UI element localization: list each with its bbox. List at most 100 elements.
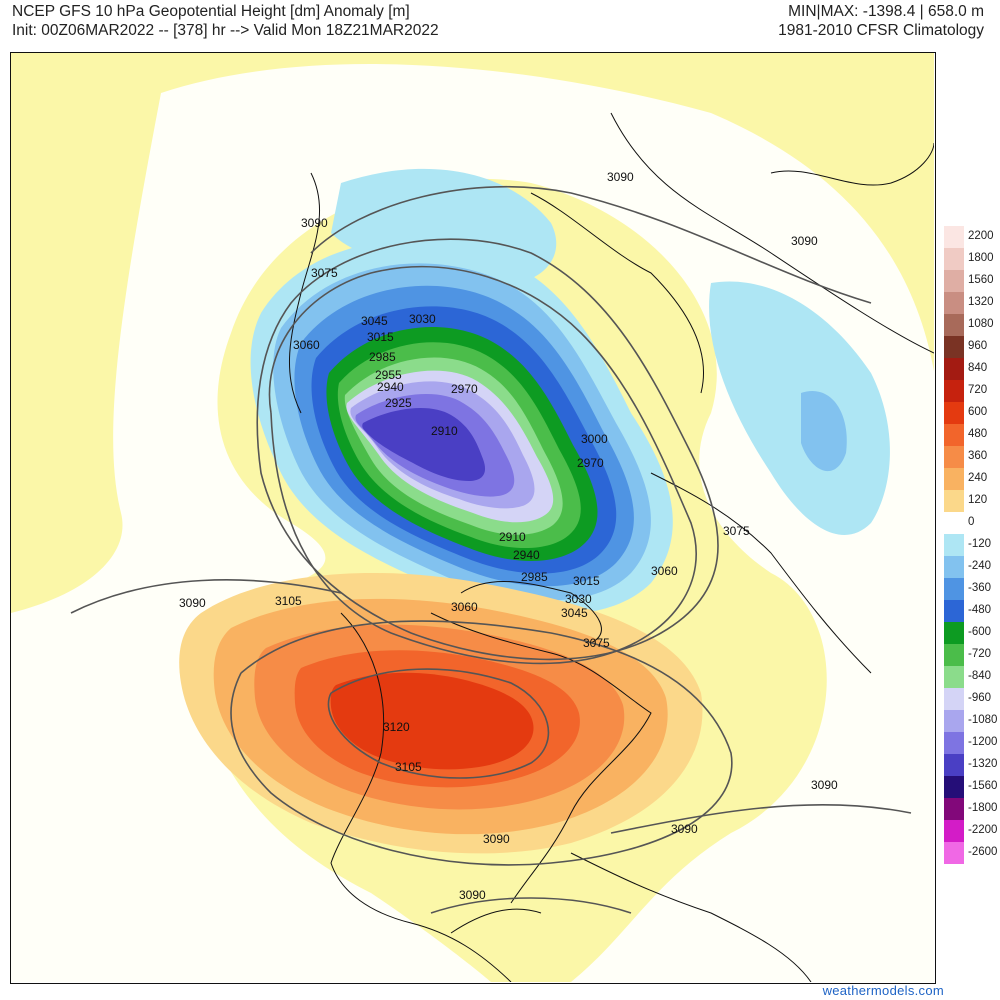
contour-label: 3000 [581,432,608,446]
colorbar-swatch [944,776,964,798]
colorbar-tick-label: 960 [968,340,988,352]
colorbar-tick-label: 1080 [968,318,994,330]
contour-label: 3030 [565,592,592,606]
anomaly-map: 3090 3090 3090 3075 3060 3045 3030 3015 … [11,53,934,982]
colorbar-tick-label: -960 [968,692,992,704]
contour-label: 3105 [395,760,422,774]
contour-label: 3120 [383,720,410,734]
colorbar-tick-label: 0 [968,516,975,528]
colorbar-swatch [944,446,964,468]
contour-label-layer: 3090 3090 3090 3075 3060 3045 3030 3015 … [179,170,838,902]
colorbar-step: 480 [944,424,1000,446]
colorbar-step: 120 [944,490,1000,512]
colorbar-swatch [944,666,964,688]
colorbar-step: 1800 [944,248,1000,270]
colorbar-step: -1560 [944,776,1000,798]
contour-label: 2970 [577,456,604,470]
colorbar-step: -480 [944,600,1000,622]
colorbar-tick-label: -720 [968,648,992,660]
colorbar-swatch [944,578,964,600]
contour-label: 3075 [723,524,750,538]
colorbar-tick-label: 600 [968,406,988,418]
colorbar-swatch [944,710,964,732]
map-title: NCEP GFS 10 hPa Geopotential Height [dm]… [12,2,439,40]
colorbar-step: -840 [944,666,1000,688]
height-contours [70,185,912,914]
colorbar-tick-label: -840 [968,670,992,682]
colorbar-step: 600 [944,402,1000,424]
colorbar-swatch [944,842,964,864]
colorbar-swatch [944,468,964,490]
colorbar-step: 1320 [944,292,1000,314]
colorbar-tick-label: 480 [968,428,988,440]
contour-label: 2925 [385,396,412,410]
colorbar-swatch [944,336,964,358]
minmax-readout: MIN|MAX: -1398.4 | 658.0 m [788,3,984,20]
colorbar-swatch [944,314,964,336]
contour-label: 3090 [671,822,698,836]
colorbar-swatch [944,292,964,314]
colorbar-swatch [944,402,964,424]
colorbar-tick-label: 2200 [968,230,994,242]
colorbar-tick-label: 120 [968,494,988,506]
contour-label: 2955 [375,368,402,382]
contour-label: 2970 [451,382,478,396]
contour-label: 2985 [521,570,548,584]
colorbar-tick-label: -2200 [968,824,998,836]
title-line-1: NCEP GFS 10 hPa Geopotential Height [dm]… [12,3,410,20]
colorbar-step: -1320 [944,754,1000,776]
title-line-2: Init: 00Z06MAR2022 -- [378] hr --> Valid… [12,22,439,39]
colorbar-tick-label: 1320 [968,296,994,308]
colorbar-swatch [944,688,964,710]
colorbar-step: 0 [944,512,1000,534]
colorbar-tick-label: -1200 [968,736,998,748]
contour-label: 3060 [651,564,678,578]
colorbar-step: -120 [944,534,1000,556]
colorbar-step: -1200 [944,732,1000,754]
colorbar-swatch [944,226,964,248]
contour-label: 3045 [361,314,388,328]
colorbar-tick-label: -1800 [968,802,998,814]
colorbar-swatch [944,644,964,666]
colorbar-step: -960 [944,688,1000,710]
contour-label: 3090 [607,170,634,184]
colorbar-swatch [944,248,964,270]
colorbar-swatch [944,820,964,842]
colorbar-step: -1800 [944,798,1000,820]
colorbar-tick-label: 360 [968,450,988,462]
colorbar-step: 960 [944,336,1000,358]
contour-label: 2940 [377,380,404,394]
colorbar-swatch [944,798,964,820]
coastlines [288,112,934,982]
colorbar-step: -2600 [944,842,1000,864]
colorbar-swatch [944,358,964,380]
colorbar-tick-label: 720 [968,384,988,396]
contour-label: 3060 [451,600,478,614]
colorbar-tick-label: 240 [968,472,988,484]
contour-label: 3090 [791,234,818,248]
colorbar-swatch [944,270,964,292]
colorbar-swatch [944,556,964,578]
colorbar-tick-label: -600 [968,626,992,638]
colorbar-step: -360 [944,578,1000,600]
contour-label: 3090 [301,216,328,230]
colorbar-swatch [944,424,964,446]
colorbar-swatch [944,490,964,512]
credit-link[interactable]: weathermodels.com [822,983,944,998]
colorbar-step: 720 [944,380,1000,402]
colorbar-tick-label: 1800 [968,252,994,264]
colorbar-step: 2200 [944,226,1000,248]
contour-label: 3045 [561,606,588,620]
colorbar-tick-label: -1080 [968,714,998,726]
colorbar-swatch [944,600,964,622]
contour-label: 3015 [367,330,394,344]
colorbar-swatch [944,534,964,556]
contour-label: 3015 [573,574,600,588]
colorbar-tick-label: 1560 [968,274,994,286]
colorbar-swatch [944,380,964,402]
negative-anomaly-east [709,281,890,535]
colorbar: 2200 1800 1560 1320 1080 960 840 720 600 480 360 24… [944,226,1000,866]
vortex-core [362,408,486,481]
colorbar-tick-label: -240 [968,560,992,572]
colorbar-swatch [944,622,964,644]
